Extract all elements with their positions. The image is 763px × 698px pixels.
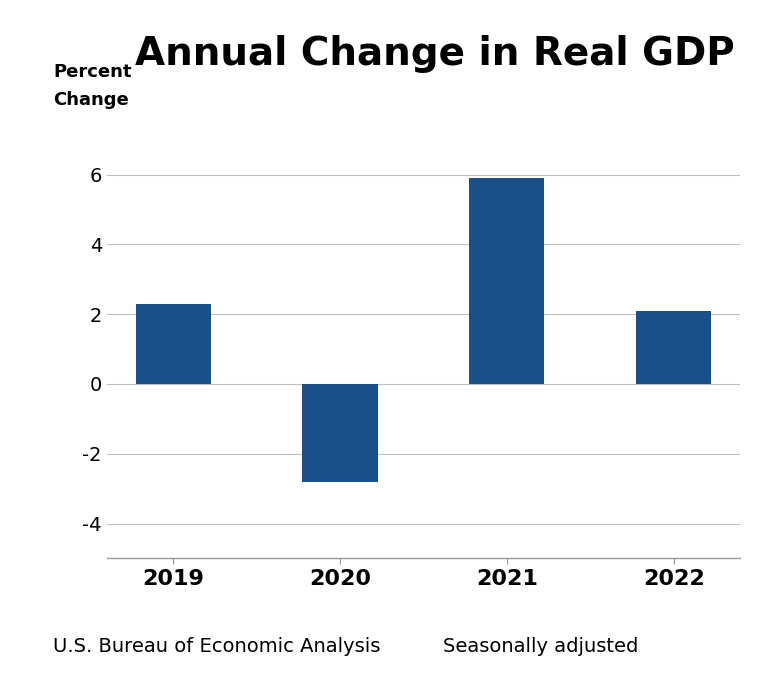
- Bar: [469, 178, 545, 384]
- Bar: [136, 304, 211, 384]
- Bar: [636, 311, 711, 384]
- Text: Annual Change in Real GDP: Annual Change in Real GDP: [135, 35, 735, 73]
- Text: U.S. Bureau of Economic Analysis: U.S. Bureau of Economic Analysis: [53, 637, 381, 656]
- Text: Percent: Percent: [53, 63, 132, 81]
- Bar: [302, 384, 378, 482]
- Text: Change: Change: [53, 91, 129, 109]
- Text: Seasonally adjusted: Seasonally adjusted: [443, 637, 638, 656]
